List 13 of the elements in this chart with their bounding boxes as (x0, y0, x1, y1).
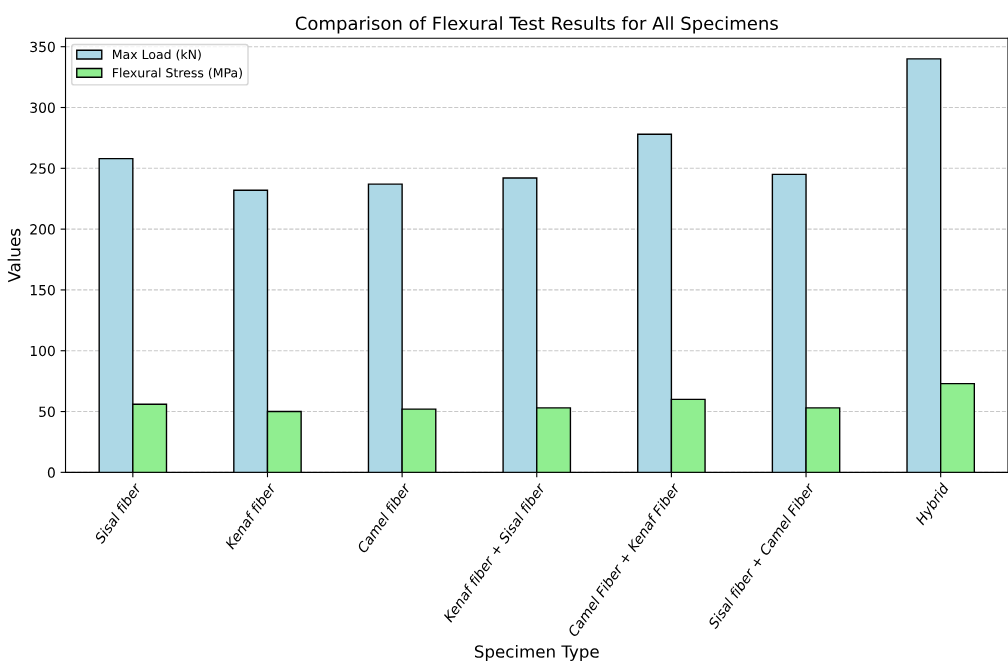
y-tick-label: 150 (30, 284, 55, 296)
legend-label: Max Load (kN) (113, 49, 201, 61)
y-tick-label: 200 (30, 224, 55, 235)
y-tick-label: 350 (30, 41, 55, 53)
x-axis-title: Specimen Type (474, 644, 599, 662)
chart-title: Comparison of Flexural Test Results for All Specimens (295, 16, 778, 34)
y-tick-label: 50 (39, 406, 55, 418)
y-tick-label: 300 (30, 102, 55, 113)
y-tick-label: 0 (47, 467, 55, 478)
y-tick-label: 250 (30, 163, 55, 174)
y-tick-label: 100 (30, 345, 55, 357)
legend-label: Flexural Stress (MPa) (113, 67, 242, 79)
y-axis-title: Values (7, 228, 21, 283)
